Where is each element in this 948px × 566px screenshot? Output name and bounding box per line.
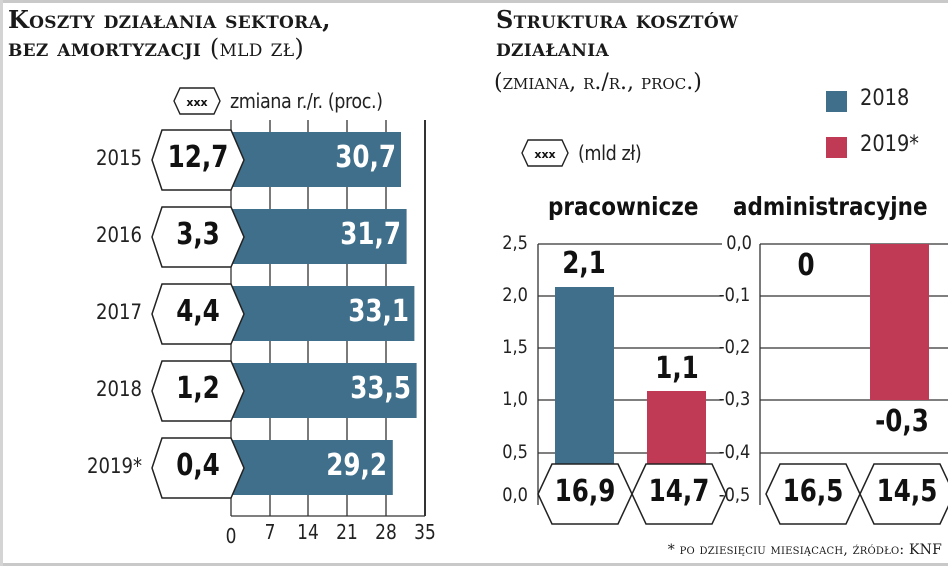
svg-text:xxx: xxx	[534, 148, 555, 161]
y-tick-2.5: 2,5	[502, 232, 528, 254]
year-label-2016: 2016	[96, 223, 142, 247]
right-legend-hex: xxx (mld zł)	[520, 138, 650, 168]
x-tick-0: 0	[225, 524, 237, 548]
y-tick-adm-0.1: -0,1	[718, 284, 751, 306]
left-title-unit: (mld zł)	[209, 34, 305, 62]
bar-value-2016: 31,7	[340, 217, 401, 252]
amount-administracyjne-2018: 16,5	[782, 474, 844, 509]
y-tick-0.0: 0,0	[502, 484, 528, 506]
right-legend-text: (mld zł)	[578, 141, 642, 165]
value-administracyjne-2018: 0	[797, 248, 815, 283]
right-title-line2: działania	[496, 33, 609, 62]
legend-label-2018: 2018	[860, 86, 910, 111]
year-label-2018: 2018	[96, 377, 142, 401]
amount-pracownicze-2018: 16,9	[554, 474, 616, 509]
y-tick-adm-0.3: -0,3	[718, 388, 751, 410]
value-pracownicze-2018: 2,1	[562, 246, 606, 281]
year-label-2019: 2019*	[87, 454, 142, 478]
x-tick-28: 28	[375, 520, 397, 544]
panel-title-pracownicze: pracownicze	[548, 192, 699, 221]
left-bars	[231, 132, 417, 495]
bar-pracownicze-2018	[555, 287, 614, 465]
legend-label-2019: 2019*	[860, 132, 919, 157]
amount-pracownicze-2019: 14,7	[648, 474, 710, 509]
hexagon-legend-icon: xxx	[521, 139, 569, 167]
x-tick-35: 35	[414, 520, 436, 544]
yoy-change-2017: 4,4	[176, 294, 220, 329]
panel-title-administracyjne: administracyjne	[733, 192, 928, 221]
left-title-line2: bez amortyzacji (mld zł)	[8, 33, 305, 63]
x-tick-7: 7	[264, 520, 276, 544]
left-legend-text: zmiana r./r. (proc.)	[230, 89, 383, 113]
legend-swatch-2019	[826, 137, 847, 158]
value-pracownicze-2019: 1,1	[655, 351, 699, 386]
x-tick-14: 14	[297, 520, 319, 544]
y-tick-1.0: 1,0	[502, 388, 528, 410]
bar-value-2019: 29,2	[326, 448, 387, 483]
bar-value-2018: 33,5	[350, 371, 411, 406]
bar-value-2017: 33,1	[348, 294, 409, 329]
y-tick-adm-0.5: -0,5	[718, 484, 751, 506]
frame-top-border	[0, 0, 948, 3]
left-hexagons	[151, 129, 245, 499]
right-chart-title: Struktura kosztów działania	[496, 6, 738, 62]
footnote-source: * po dziesięciu miesiącach, źródło: KNF	[667, 542, 942, 558]
x-tick-21: 21	[336, 520, 358, 544]
yoy-change-2019: 0,4	[176, 448, 220, 483]
yoy-change-2018: 1,2	[176, 371, 220, 406]
frame-left-border	[0, 0, 3, 566]
bar-administracyjne-2019	[870, 244, 929, 400]
right-chart-subtitle: (zmiana, r./r., proc.)	[494, 70, 702, 95]
amount-administracyjne-2019: 14,5	[876, 474, 938, 509]
y-tick-adm-0.0: 0,0	[726, 232, 752, 254]
y-tick-1.5: 1,5	[502, 336, 528, 358]
yoy-change-2016: 3,3	[176, 217, 220, 252]
hexagon-legend-icon: xxx	[173, 87, 221, 115]
yoy-change-2015: 12,7	[167, 140, 229, 175]
left-chart-title: Koszty działania sektora, bez amortyzacj…	[8, 5, 331, 63]
left-legend: xxx zmiana r./r. (proc.)	[172, 86, 403, 116]
y-tick-adm-0.4: -0,4	[718, 441, 751, 463]
right-title-line1: Struktura kosztów	[496, 5, 739, 34]
y-tick-0.5: 0,5	[502, 441, 528, 463]
year-label-2017: 2017	[96, 300, 142, 324]
right-hexagons	[537, 463, 948, 525]
svg-text:xxx: xxx	[186, 96, 207, 109]
bar-value-2015: 30,7	[335, 140, 396, 175]
left-title-line1: Koszty działania sektora,	[8, 5, 331, 34]
bar-pracownicze-2019	[647, 391, 706, 465]
legend-swatch-2018	[826, 91, 847, 112]
year-label-2015: 2015	[96, 146, 142, 170]
y-tick-adm-0.2: -0,2	[718, 336, 751, 358]
y-tick-2.0: 2,0	[502, 284, 528, 306]
frame-bottom-border	[0, 563, 948, 566]
value-administracyjne-2019: -0,3	[875, 404, 929, 439]
